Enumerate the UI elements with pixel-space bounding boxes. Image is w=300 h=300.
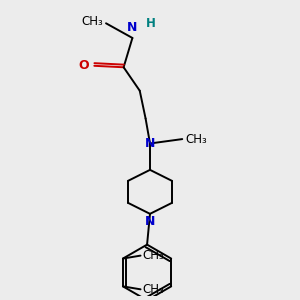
Text: N: N <box>145 215 155 228</box>
Text: CH₃: CH₃ <box>81 15 103 28</box>
Text: N: N <box>127 21 138 34</box>
Text: CH₃: CH₃ <box>185 133 207 146</box>
Text: O: O <box>78 59 89 72</box>
Text: H: H <box>146 17 155 30</box>
Text: N: N <box>145 137 155 150</box>
Text: CH₃: CH₃ <box>142 249 164 262</box>
Text: CH₃: CH₃ <box>142 283 164 296</box>
